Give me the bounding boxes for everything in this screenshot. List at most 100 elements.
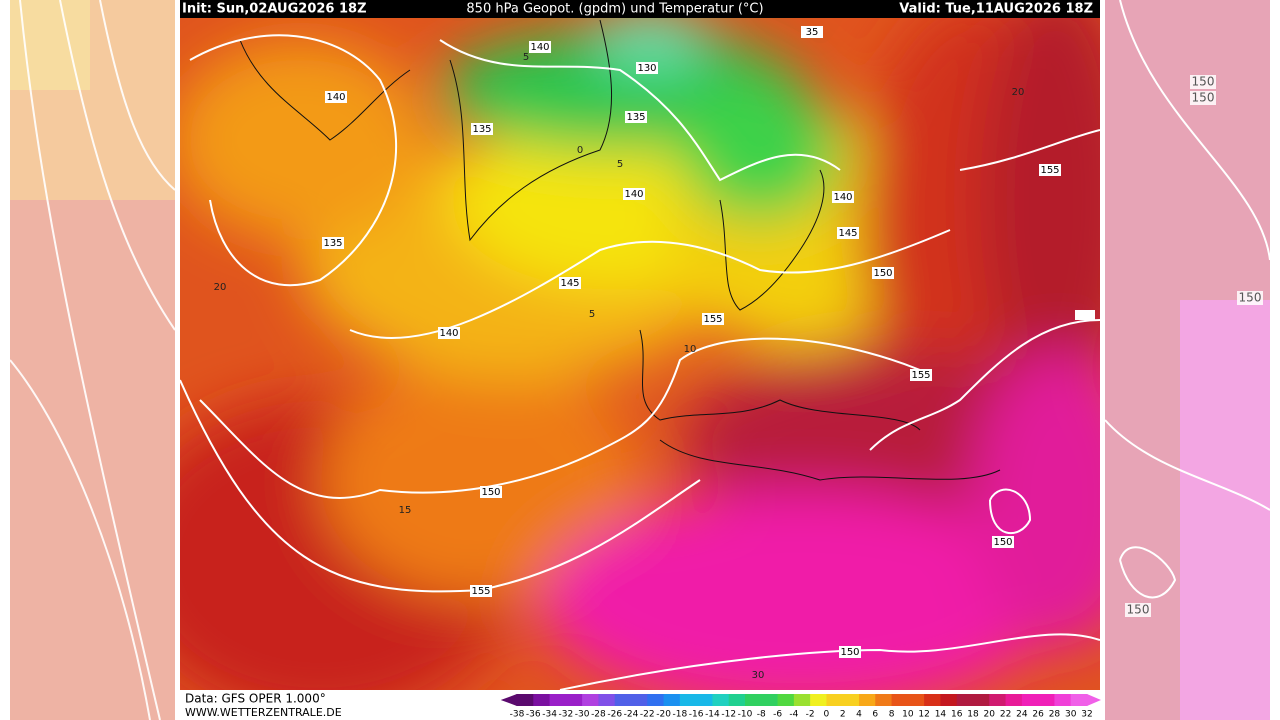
colorbar-label: -20: [656, 710, 671, 720]
colorbar-label: 10: [902, 710, 914, 720]
colorbar-label: 28: [1049, 710, 1061, 720]
colorbar-label: -38: [510, 710, 525, 720]
colorbar-label: 18: [967, 710, 979, 720]
colorbar-swatch: [728, 694, 746, 706]
side-panel-label: 150: [1239, 291, 1262, 305]
colorbar-label: 22: [1000, 710, 1011, 720]
geopotential-label: 35: [806, 27, 819, 38]
temperature-label: 20: [214, 282, 227, 293]
geopotential-label: 130: [637, 63, 656, 74]
map-title: 850 hPa Geopot. (gpdm) und Temperatur (°…: [466, 2, 763, 17]
colorbar-label: 20: [984, 710, 996, 720]
side-panel-label: 150: [1127, 603, 1150, 617]
label-box: [480, 486, 502, 498]
colorbar-label: 2: [840, 710, 846, 720]
geopotential-label: 140: [439, 328, 458, 339]
colorbar-swatch: [924, 694, 941, 706]
geopotential-label: 155: [911, 370, 930, 381]
colorbar-swatch: [842, 694, 860, 706]
label-box: [470, 585, 492, 597]
label-box: [636, 62, 658, 74]
geopotential-label: 155: [471, 586, 490, 597]
colorbar-label: -14: [705, 710, 720, 720]
temperature-label: 30: [752, 670, 765, 681]
colorbar-label: -32: [559, 710, 574, 720]
colorbar-label: 0: [824, 710, 830, 720]
colorbar-swatch: [989, 694, 1007, 706]
colorbar-swatch: [891, 694, 909, 706]
temperature-label: 20: [1012, 87, 1025, 98]
colorbar-label: -16: [689, 710, 704, 720]
label-box: [559, 277, 581, 289]
label-box: [839, 646, 861, 658]
label-box: [438, 327, 460, 339]
left-panel: [9, 0, 176, 720]
colorbar-label: 12: [918, 710, 929, 720]
label-box: [471, 123, 493, 135]
colorbar-arrow-left: [488, 694, 517, 706]
geopotential-label: 150: [840, 647, 859, 658]
label-box: [1237, 291, 1263, 305]
geopotential-label: 155: [703, 314, 722, 325]
label-box: [1039, 164, 1061, 176]
colorbar-swatch: [956, 694, 974, 706]
label-box: [1190, 75, 1216, 89]
colorbar-label: 8: [889, 710, 895, 720]
side-panel-label: 150: [1192, 91, 1215, 105]
geopotential-label: 140: [624, 189, 643, 200]
colorbar-swatch: [826, 694, 844, 706]
data-source: Data: GFS OPER 1.000°: [185, 692, 326, 706]
colorbar-label: -8: [757, 710, 766, 720]
geopotential-label: 150: [481, 487, 500, 498]
label-box: [910, 369, 932, 381]
temperature-label: 5: [617, 159, 623, 170]
colorbar-swatch: [679, 694, 697, 706]
colorbar-label: -30: [575, 710, 590, 720]
colorbar: -38 -36 -34 -32 -30 -28 -26 -24 -22 -20 -18 -16 -14-…: [488, 694, 1101, 720]
colorbar-swatch: [631, 694, 648, 706]
colorbar-label: 14: [935, 710, 947, 720]
colorbar-label: 4: [856, 710, 862, 720]
side-panel-label: 150: [1192, 75, 1215, 89]
label-box: [992, 536, 1014, 548]
colorbar-swatch: [712, 694, 730, 706]
coastlines: [239, 19, 1001, 481]
label-box: [702, 313, 724, 325]
geopotential-label: 155: [1040, 165, 1059, 176]
geopotential-label: 135: [626, 112, 645, 123]
colorbar-label: 16: [951, 710, 963, 720]
temperature-label: 5: [589, 309, 595, 320]
colorbar-label: -12: [721, 710, 736, 720]
colorbar-swatch: [1005, 694, 1023, 706]
geopotential-label: 135: [472, 124, 491, 135]
label-box: [623, 188, 645, 200]
geopotential-label: 145: [838, 228, 857, 239]
colorbar-label: -10: [738, 710, 753, 720]
colorbar-swatch: [663, 694, 681, 706]
colorbar-swatch: [614, 694, 632, 706]
map: [180, 18, 1100, 690]
init-time: Init: Sun,02AUG2026 18Z: [182, 2, 367, 17]
colorbar-label: -2: [806, 710, 815, 720]
colorbar-swatch: [777, 694, 795, 706]
colorbar-label: -34: [542, 710, 557, 720]
colorbar-label: -36: [526, 710, 541, 720]
label-box: [625, 111, 647, 123]
colorbar-swatch: [745, 694, 762, 706]
colorbar-label: -6: [773, 710, 782, 720]
colorbar-arrow-left: [503, 694, 517, 706]
geopotential-label: 135: [323, 238, 342, 249]
label-box: [832, 191, 854, 203]
isohypses: [180, 34, 1100, 690]
geopotential-label: 140: [530, 42, 549, 53]
label-box: [325, 91, 347, 103]
colorbar-swatch: [1021, 694, 1039, 706]
temperature-label: 0: [577, 145, 583, 156]
label-box: [872, 267, 894, 279]
colorbar-swatch: [1038, 694, 1055, 706]
colorbar-label: -22: [640, 710, 655, 720]
temperature-label: 15: [399, 505, 412, 516]
temperature-label: 10: [684, 344, 697, 355]
label-box: [529, 41, 551, 53]
